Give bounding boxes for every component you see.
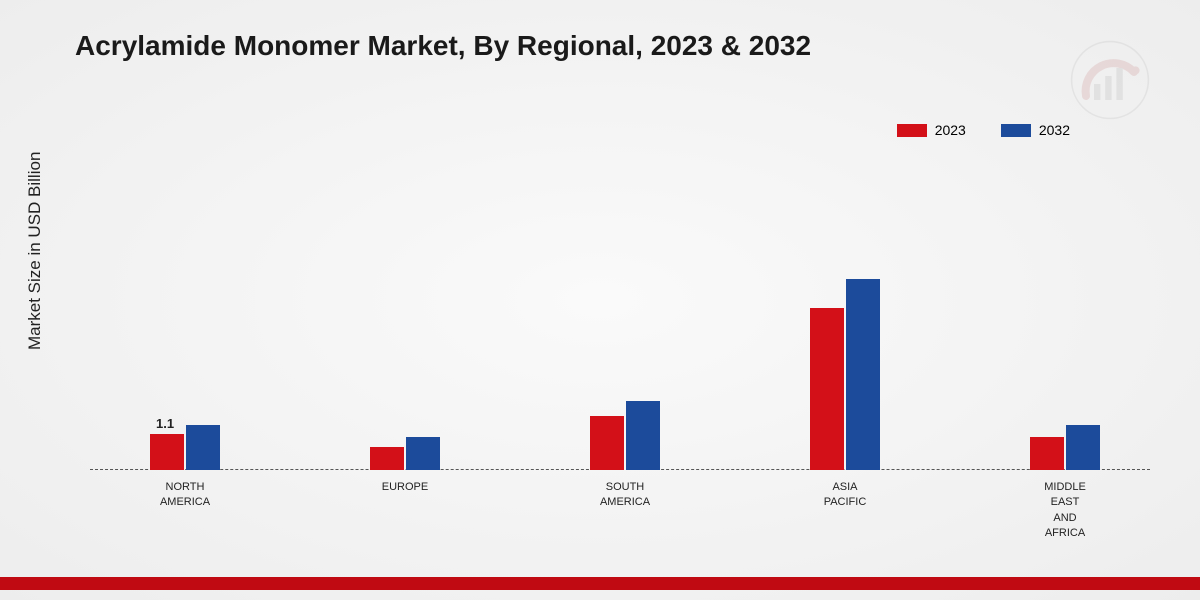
bar-group: [810, 279, 880, 470]
category-label: ASIAPACIFIC: [795, 480, 895, 511]
legend-item-2032: 2032: [1001, 122, 1070, 138]
watermark-logo: [1070, 40, 1150, 120]
bar-group: [1030, 425, 1100, 470]
legend-label-2032: 2032: [1039, 122, 1070, 138]
chart-title: Acrylamide Monomer Market, By Regional, …: [75, 30, 811, 62]
legend-swatch-2032: [1001, 124, 1031, 137]
bar-2023: [370, 447, 404, 470]
bar-2032: [626, 401, 660, 470]
legend-swatch-2023: [897, 124, 927, 137]
footer-accent-bar: [0, 577, 1200, 590]
legend: 2023 2032: [897, 122, 1070, 138]
bar-group: [590, 401, 660, 470]
bar-group: [150, 425, 220, 470]
bar-2023: [150, 434, 184, 470]
category-label: MIDDLEEASTANDAFRICA: [1015, 480, 1115, 542]
legend-item-2023: 2023: [897, 122, 966, 138]
bar-group: [370, 437, 440, 470]
bar-2032: [406, 437, 440, 470]
bar-2023: [810, 308, 844, 470]
legend-label-2023: 2023: [935, 122, 966, 138]
bar-2032: [1066, 425, 1100, 470]
bar-2032: [186, 425, 220, 470]
category-label: SOUTHAMERICA: [575, 480, 675, 511]
y-axis-label: Market Size in USD Billion: [25, 152, 45, 350]
category-label: EUROPE: [355, 480, 455, 495]
bar-2032: [846, 279, 880, 470]
bar-value-label: 1.1: [156, 416, 174, 431]
chart-plot-area: [90, 160, 1150, 470]
bar-2023: [590, 416, 624, 470]
bar-2023: [1030, 437, 1064, 470]
category-label: NORTHAMERICA: [135, 480, 235, 511]
